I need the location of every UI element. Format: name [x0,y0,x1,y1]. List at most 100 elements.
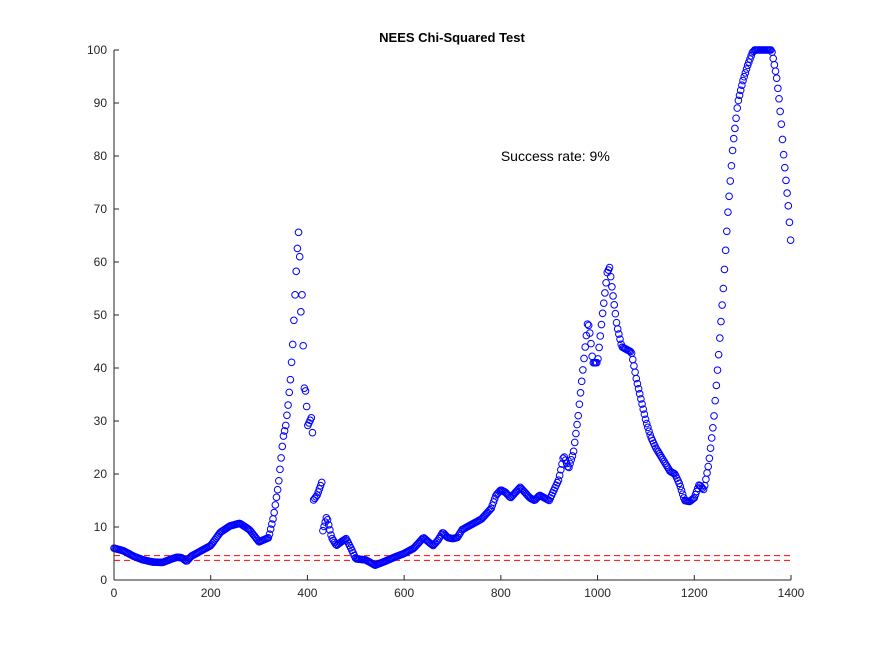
data-point [640,410,649,419]
data-point [598,309,607,318]
data-point [286,375,295,384]
data-point [712,381,721,390]
data-point [515,484,523,493]
data-point [656,451,665,460]
data-point [283,411,291,420]
y-tick-label: 20 [94,467,108,481]
data-point [616,335,624,343]
data-point [652,444,660,452]
data-point [581,343,589,351]
data-point [738,81,746,89]
data-point [298,291,306,299]
data-point [288,340,297,349]
data-point [717,317,725,326]
data-point [277,454,285,462]
data-point [645,427,653,435]
data-point [778,135,787,144]
data-point [634,384,643,393]
x-tick-label: 200 [201,586,221,600]
data-point [711,396,719,405]
data-point [323,515,332,524]
data-point [486,505,494,514]
data-point [740,72,748,81]
data-point [699,485,708,494]
data-point [560,453,569,461]
data-points [110,46,795,569]
data-point [641,415,650,424]
data-point [659,455,667,464]
data-point [725,192,733,201]
data-point [316,481,325,490]
data-point [721,246,730,255]
data-point [574,411,583,420]
data-point [570,438,579,447]
data-point [613,325,622,333]
data-point [281,421,290,430]
data-point [593,358,601,367]
data-point [487,504,495,513]
y-tick-label: 60 [94,255,108,269]
data-point [609,292,617,300]
data-point [602,278,610,287]
data-point [596,332,605,340]
data-point [611,309,620,318]
data-point [514,485,522,494]
data-point [308,428,317,437]
data-point [315,485,324,493]
data-point [595,343,603,352]
data-point [294,228,303,237]
x-tick-label: 800 [491,586,511,600]
data-point [313,491,321,500]
data-point [586,329,594,337]
data-point [779,150,788,159]
data-point [317,478,326,487]
data-point [297,308,305,316]
data-point [328,534,336,543]
y-tick-label: 40 [94,361,108,375]
data-point [554,476,563,484]
data-point [670,469,679,478]
data-point [718,301,726,309]
data-point [783,189,791,197]
data-point [722,227,731,236]
data-point [688,495,696,504]
data-point [268,520,276,528]
data-point [279,432,288,440]
y-tick-label: 30 [94,414,108,428]
data-point [435,534,443,543]
data-point [301,387,310,395]
data-point [771,67,780,75]
data-point [676,482,685,491]
data-point [320,522,328,531]
data-point [597,320,606,329]
x-tick-label: 1200 [681,586,708,600]
data-point [707,434,716,442]
x-ticks: 0 200 400 600 800 1000 1200 1400 [111,575,805,600]
data-point [278,442,287,451]
data-point [576,389,585,397]
data-point [264,533,273,542]
data-point [726,177,735,185]
data-point [290,316,298,325]
data-point [270,508,278,517]
data-point [781,163,789,172]
data-point [774,84,782,93]
data-point [693,484,702,493]
y-tick-label: 100 [87,43,107,57]
data-point [677,486,686,495]
data-point [635,390,644,398]
data-point [655,450,664,458]
data-point [675,479,684,488]
data-point [690,494,699,502]
data-point [714,350,723,359]
data-point [632,374,641,383]
data-point [633,379,642,388]
data-point [326,526,334,534]
y-ticks: 0 10 20 30 40 50 60 70 80 90 100 [87,43,119,587]
data-point [728,146,737,155]
chi-squared-bounds [114,555,791,561]
data-point [555,471,564,480]
data-point [747,52,755,60]
data-point [417,535,426,544]
data-point [615,330,623,338]
